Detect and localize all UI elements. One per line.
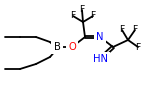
Text: O: O bbox=[68, 42, 76, 52]
Text: B: B bbox=[54, 42, 60, 52]
Text: N: N bbox=[96, 32, 104, 42]
Text: F: F bbox=[119, 25, 125, 34]
Text: F: F bbox=[79, 6, 85, 14]
Text: F: F bbox=[70, 11, 76, 20]
Text: HN: HN bbox=[92, 54, 108, 64]
Text: F: F bbox=[90, 11, 96, 20]
Text: F: F bbox=[135, 42, 141, 52]
Text: F: F bbox=[132, 25, 138, 34]
